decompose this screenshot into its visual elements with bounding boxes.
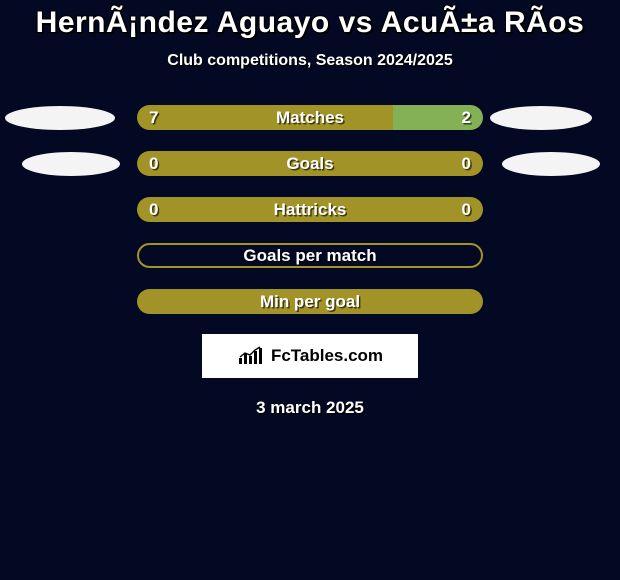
chart-icon — [237, 346, 265, 366]
stat-value-right: 0 — [462, 154, 471, 174]
stat-label: Goals per match — [243, 246, 376, 266]
stat-bar: 0 0 Goals — [137, 151, 483, 176]
stat-row: 0 0 Hattricks — [0, 197, 620, 222]
player-ellipse-right — [490, 106, 592, 130]
stat-label: Matches — [276, 108, 344, 128]
stat-row: 7 2 Matches — [0, 105, 620, 130]
stat-label: Hattricks — [274, 200, 347, 220]
stat-row: 0 0 Goals — [0, 151, 620, 176]
stat-rows: 7 2 Matches 0 0 Goals 0 0 Hattricks Goals per mat… — [0, 105, 620, 314]
stat-label: Goals — [286, 154, 333, 174]
subtitle: Club competitions, Season 2024/2025 — [0, 52, 620, 70]
stat-value-left: 7 — [149, 108, 158, 128]
stat-bar: Goals per match — [137, 243, 483, 268]
badge-text: FcTables.com — [271, 346, 383, 366]
stat-value-right: 2 — [462, 108, 471, 128]
stat-row: Min per goal — [0, 289, 620, 314]
stat-bar: 0 0 Hattricks — [137, 197, 483, 222]
date-text: 3 march 2025 — [0, 398, 620, 418]
stat-value-left: 0 — [149, 200, 158, 220]
page-title: HernÃ¡ndez Aguayo vs AcuÃ±a RÃ­os — [0, 0, 620, 40]
stat-label: Min per goal — [260, 292, 360, 312]
player-ellipse-left — [22, 152, 120, 176]
bar-segment-left — [137, 105, 393, 130]
stat-bar: 7 2 Matches — [137, 105, 483, 130]
stat-value-right: 0 — [462, 200, 471, 220]
player-ellipse-left — [5, 106, 115, 130]
source-badge: FcTables.com — [202, 334, 418, 378]
stat-row: Goals per match — [0, 243, 620, 268]
stat-bar: Min per goal — [137, 289, 483, 314]
player-ellipse-right — [502, 152, 600, 176]
stat-value-left: 0 — [149, 154, 158, 174]
